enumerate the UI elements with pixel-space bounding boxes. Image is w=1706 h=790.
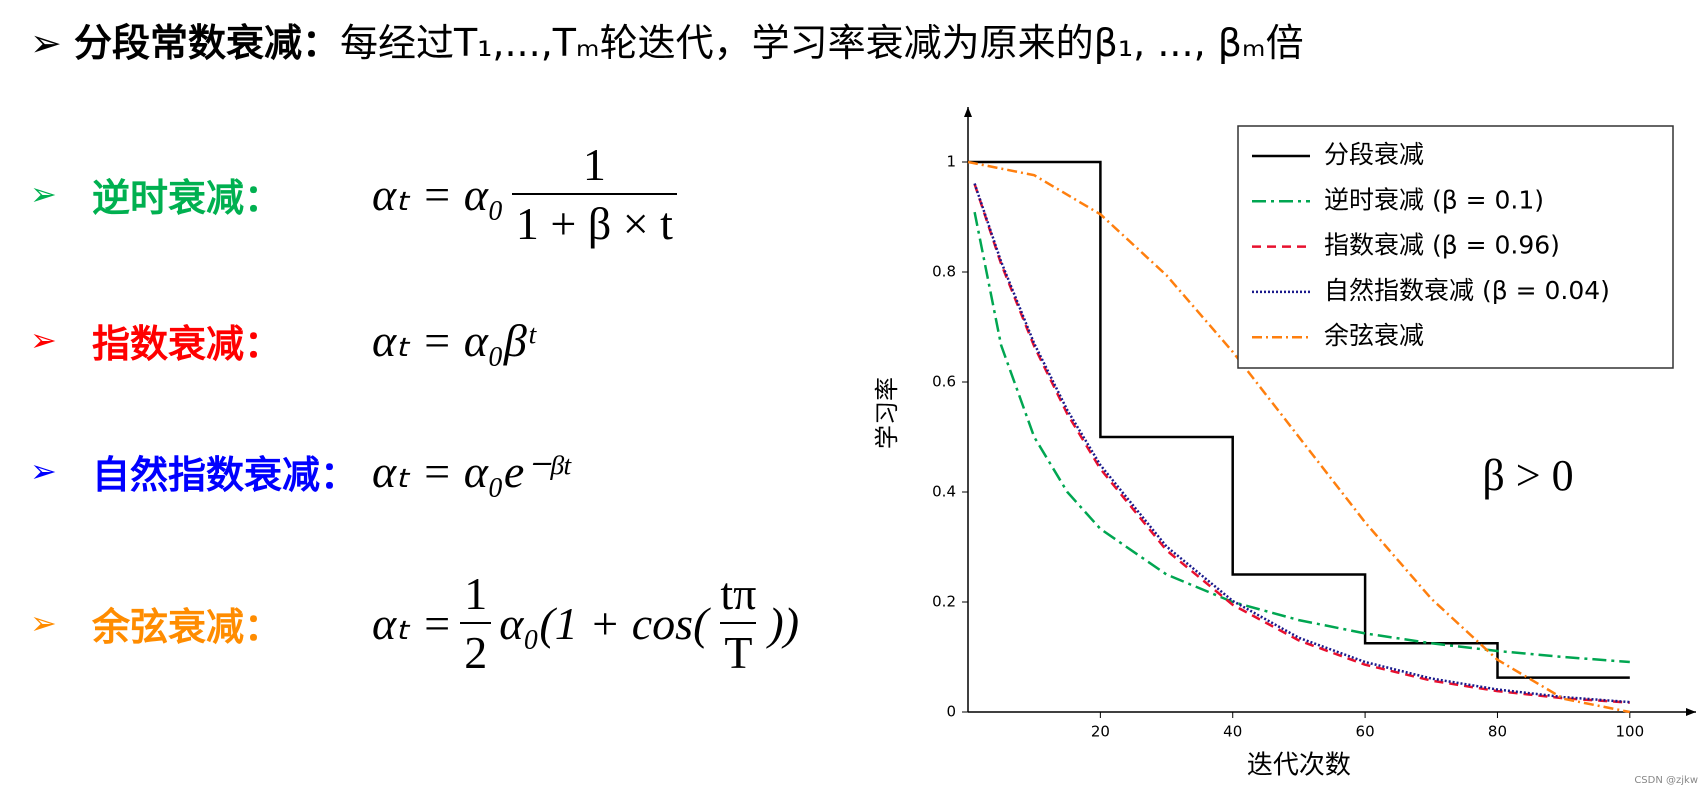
x-arrow (1686, 708, 1696, 716)
formula: αₜ = 1 2 α₀(1 + cos(tπ T)) (372, 567, 799, 679)
numerator: 1 (582, 139, 606, 190)
annotation: β > 0 (1482, 451, 1573, 500)
formula-row: ➢ 指数衰减： αₜ = α₀βᵗ (30, 280, 535, 400)
legend-box (1237, 125, 1674, 369)
denominator: 2 (460, 622, 492, 679)
header-text: 每经过T₁,...,Tₘ轮迭代，学习率衰减为原来的β₁, ..., βₘ倍 (339, 21, 1304, 65)
watermark: CSDN @zjkw (1634, 775, 1698, 786)
x-tick-label: 100 (1615, 723, 1644, 741)
denominator: T (720, 622, 757, 679)
legend-label: 分段衰减 (1324, 140, 1424, 169)
bullet: ➢ (30, 21, 62, 65)
y-tick-label: 1 (946, 153, 956, 171)
bullet: ➢ (30, 321, 57, 359)
formula: αₜ = α₀e⁻ᵝᵗ (372, 444, 569, 498)
bullet: ➢ (30, 175, 57, 213)
formula-part: αₜ = (372, 598, 453, 649)
y-tick-label: 0 (946, 703, 956, 721)
formula-row: ➢ 逆时衰减： αₜ = α₀ 1 1 + β × t (30, 134, 685, 254)
formula-label: 自然指数衰减： (92, 452, 359, 497)
formula: αₜ = α₀ 1 1 + β × t (372, 138, 685, 250)
x-tick-label: 60 (1356, 723, 1375, 741)
header-title: 分段常数衰减： (73, 21, 340, 65)
series-line (973, 183, 1630, 704)
formula-part: α₀(1 + cos( (499, 597, 709, 649)
formula-part: αₜ = α₀e⁻ᵝᵗ (372, 446, 570, 497)
y-tick-label: 0.2 (932, 593, 956, 611)
header: ➢ 分段常数衰减：每经过T₁,...,Tₘ轮迭代，学习率衰减为原来的β₁, ..… (30, 12, 1304, 67)
formula-label: 逆时衰减： (92, 175, 283, 220)
series-line (967, 160, 1631, 714)
formula-row: ➢ 自然指数衰减： αₜ = α₀e⁻ᵝᵗ (30, 411, 569, 531)
y-arrow (964, 107, 972, 117)
legend-label: 自然指数衰减 (β = 0.04) (1324, 276, 1610, 305)
formula-row: ➢ 余弦衰减： αₜ = 1 2 α₀(1 + cos(tπ T)) (30, 563, 799, 683)
formula-part: αₜ = α₀βᵗ (372, 315, 535, 366)
bullet: ➢ (30, 604, 57, 642)
fraction: tπ T (716, 567, 760, 679)
formula: αₜ = α₀βᵗ (372, 313, 535, 367)
x-tick-label: 40 (1223, 723, 1242, 741)
legend-label: 逆时衰减 (β = 0.1) (1324, 185, 1544, 214)
y-tick-label: 0.6 (932, 373, 956, 391)
formula-label: 余弦衰减： (92, 604, 283, 649)
y-axis-label: 学习率 (873, 377, 901, 449)
y-tick-label: 0.4 (932, 483, 956, 501)
x-tick-label: 80 (1488, 723, 1507, 741)
y-tick-label: 0.8 (932, 263, 956, 281)
numerator: 1 (464, 568, 488, 619)
formula-label: 指数衰减： (92, 321, 283, 366)
formula-part: )) (768, 597, 800, 649)
legend-label: 指数衰减 (β = 0.96) (1324, 231, 1560, 260)
denominator: 1 + β × t (511, 193, 677, 250)
x-axis-label: 迭代次数 (1247, 751, 1351, 781)
x-tick-label: 20 (1091, 723, 1110, 741)
formula-part: αₜ = α₀ (372, 169, 504, 220)
numerator: tπ (720, 568, 757, 619)
legend-label: 余弦衰减 (1324, 321, 1424, 350)
bullet: ➢ (30, 452, 57, 490)
